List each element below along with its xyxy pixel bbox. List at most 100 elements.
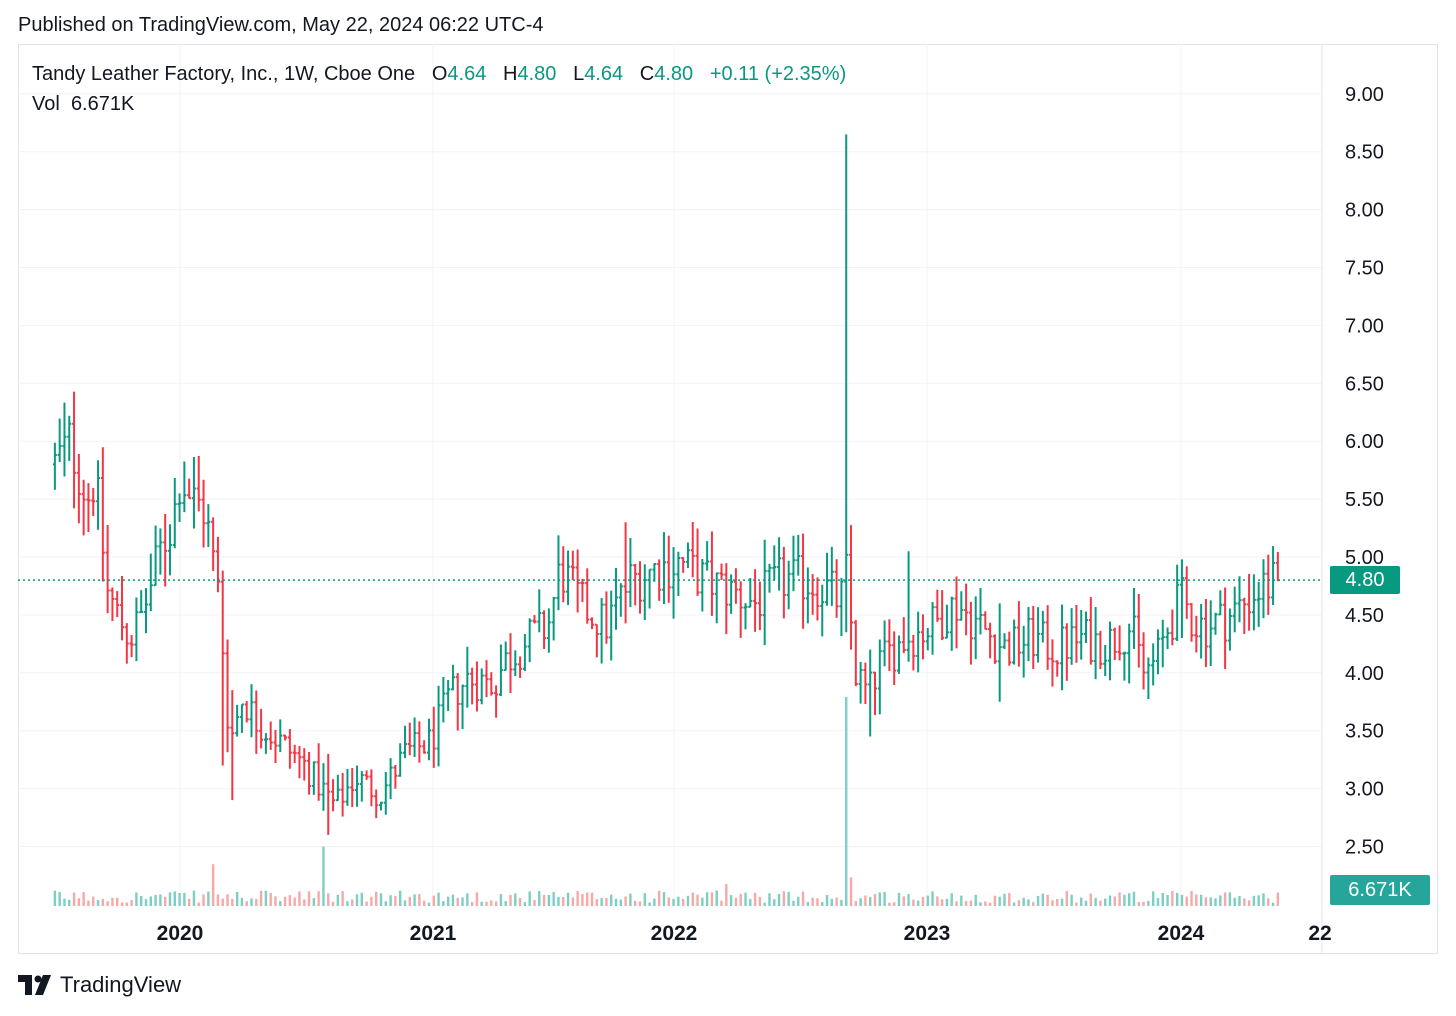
ohlc-bar [431, 706, 436, 768]
x-tick-label: 2023 [904, 922, 951, 945]
ohlc-bar [460, 684, 465, 729]
volume-bar [192, 890, 196, 906]
volume-bar [749, 898, 752, 906]
ohlc-bar [225, 639, 230, 753]
ohlc-bar [997, 603, 1002, 702]
legend-low-label: L [573, 63, 585, 85]
ohlc-bar [743, 603, 748, 630]
y-tick-label: 2.50 [1345, 837, 1384, 859]
ohlc-bar [383, 771, 388, 815]
ohlc-bar [379, 801, 384, 811]
volume-bar [116, 897, 119, 906]
volume-bar [144, 899, 148, 906]
ohlc-bar [163, 514, 168, 587]
volume-bar [691, 892, 694, 906]
ohlc-bar [182, 461, 187, 513]
ohlc-bar [244, 701, 249, 723]
volume-bar [1180, 894, 1184, 906]
volume-bar [533, 899, 536, 906]
volume-bar [1008, 893, 1011, 906]
volume-bar [1060, 898, 1064, 906]
ohlc-bar [983, 611, 988, 631]
volume-bar [878, 892, 881, 906]
volume-bar [825, 894, 829, 906]
ohlc-bar [1247, 573, 1252, 631]
ohlc-bar [62, 402, 67, 477]
volume-bar [250, 898, 253, 906]
ohlc-bar [1213, 612, 1218, 635]
ohlc-bar [532, 615, 537, 624]
y-tick-label: 9.00 [1345, 84, 1384, 106]
volume-bar [173, 891, 176, 906]
ohlc-bar [1036, 607, 1041, 663]
volume-bar [725, 884, 728, 906]
volume-bar [1094, 897, 1097, 906]
volume-bar [1022, 897, 1025, 906]
volume-bar [1195, 894, 1198, 906]
ohlc-bar [302, 748, 307, 781]
ohlc-bar [455, 673, 460, 731]
footer-brand[interactable]: TradingView [18, 972, 181, 998]
ohlc-bar [105, 524, 110, 614]
y-tick-label: 5.00 [1345, 547, 1384, 569]
volume-bar [63, 898, 66, 906]
volume-bar [710, 892, 714, 906]
ohlc-bar [1165, 627, 1170, 650]
ohlc-bar [52, 442, 57, 490]
ohlc-bar [331, 779, 336, 812]
volume-bar [744, 892, 747, 906]
legend-high-value: 4.80 [517, 63, 557, 85]
volume-label: Vol [32, 93, 60, 115]
volume-bar [988, 902, 992, 906]
volume-bar [624, 896, 627, 906]
last-volume-tag: 6.671K [1330, 875, 1430, 905]
ohlc-bar [91, 488, 96, 517]
ohlc-bar [762, 539, 767, 646]
ohlc-bar [1194, 615, 1199, 653]
volume-bar [1075, 902, 1078, 906]
volume-bar [298, 891, 301, 906]
ohlc-bar [796, 534, 801, 576]
ohlc-bar [1208, 600, 1213, 666]
volume-bar [859, 898, 862, 906]
ohlc-bar [872, 671, 877, 716]
volume-bar [408, 896, 411, 906]
volume-bar [638, 901, 642, 906]
ohlc-bar [700, 558, 705, 612]
volume-bar [101, 898, 105, 906]
volume-bar [1142, 901, 1145, 906]
ohlc-legend: Tandy Leather Factory, Inc., 1W, Cboe On… [32, 63, 846, 86]
ohlc-bar [359, 770, 364, 802]
volume-bar [960, 895, 963, 906]
volume-bar [202, 894, 205, 906]
volume-bar [279, 901, 282, 906]
volume-bar [763, 902, 766, 906]
volume-bar [931, 891, 934, 906]
ohlc-bar [887, 619, 892, 672]
ohlc-bar [412, 717, 417, 757]
volume-bar [998, 896, 1001, 906]
volume-bar [475, 892, 479, 906]
ohlc-bar [388, 758, 393, 800]
volume-bar [1127, 893, 1131, 906]
ohlc-bar [609, 590, 614, 661]
volume-bar [955, 901, 958, 906]
ohlc-bar [690, 522, 695, 578]
volume-bar [782, 891, 786, 906]
ohlc-bar [652, 563, 657, 582]
volume-bar [753, 892, 757, 906]
ohlc-bar [944, 604, 949, 639]
ohlc-bar [661, 532, 666, 604]
volume-bar [969, 900, 973, 906]
legend-close-label: C [639, 63, 655, 85]
volume-bar [72, 892, 76, 906]
ohlc-bar [815, 577, 820, 621]
volume-bar [1036, 895, 1040, 906]
volume-bar [1027, 899, 1030, 906]
ohlc-bar [1012, 619, 1017, 665]
ohlc-bar [518, 656, 523, 678]
volume-bar [979, 902, 982, 906]
ohlc-bar [273, 729, 278, 764]
ohlc-bar [930, 602, 935, 655]
